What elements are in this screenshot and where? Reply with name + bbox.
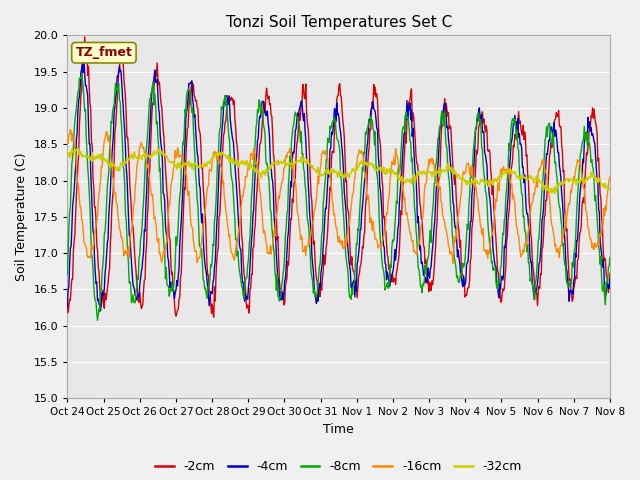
-8cm xyxy=(74,98,81,104)
Text: TZ_fmet: TZ_fmet xyxy=(76,46,132,59)
-8cm xyxy=(131,300,138,306)
-2cm xyxy=(185,106,193,112)
-32cm xyxy=(421,171,429,177)
-32cm xyxy=(214,153,221,158)
-2cm xyxy=(81,34,88,40)
-16cm xyxy=(130,201,138,207)
-4cm xyxy=(63,304,71,310)
-2cm xyxy=(406,97,414,103)
-4cm xyxy=(97,308,104,314)
-2cm xyxy=(606,271,614,276)
-4cm xyxy=(80,57,88,63)
-16cm xyxy=(74,180,82,186)
-2cm xyxy=(210,314,218,320)
-32cm xyxy=(74,145,82,151)
-16cm xyxy=(405,225,413,230)
Title: Tonzi Soil Temperatures Set C: Tonzi Soil Temperatures Set C xyxy=(225,15,452,30)
-32cm xyxy=(551,191,559,196)
Line: -32cm: -32cm xyxy=(67,148,610,193)
-32cm xyxy=(74,146,81,152)
-4cm xyxy=(74,131,81,136)
-8cm xyxy=(422,270,429,276)
-16cm xyxy=(421,182,429,188)
-2cm xyxy=(214,244,222,250)
-16cm xyxy=(63,141,71,146)
Line: -2cm: -2cm xyxy=(67,37,610,317)
-16cm xyxy=(185,189,193,194)
Line: -4cm: -4cm xyxy=(67,60,610,311)
-16cm xyxy=(606,174,614,180)
-4cm xyxy=(214,188,222,194)
-16cm xyxy=(67,127,74,132)
-8cm xyxy=(78,72,86,77)
-32cm xyxy=(606,186,614,192)
-4cm xyxy=(406,100,414,106)
-8cm xyxy=(214,156,222,162)
-16cm xyxy=(214,152,221,158)
X-axis label: Time: Time xyxy=(323,423,354,436)
-32cm xyxy=(130,151,138,156)
-2cm xyxy=(63,300,71,305)
-8cm xyxy=(406,138,414,144)
-16cm xyxy=(449,261,457,266)
-2cm xyxy=(130,233,138,239)
-32cm xyxy=(405,179,413,185)
-4cm xyxy=(186,81,193,86)
Line: -8cm: -8cm xyxy=(67,74,610,320)
-4cm xyxy=(422,275,429,281)
-32cm xyxy=(185,158,193,164)
-2cm xyxy=(74,180,81,186)
Legend: -2cm, -4cm, -8cm, -16cm, -32cm: -2cm, -4cm, -8cm, -16cm, -32cm xyxy=(150,456,527,479)
-4cm xyxy=(131,287,138,293)
Line: -16cm: -16cm xyxy=(67,130,610,264)
-8cm xyxy=(93,317,101,323)
-8cm xyxy=(63,271,71,277)
Y-axis label: Soil Temperature (C): Soil Temperature (C) xyxy=(15,153,28,281)
-32cm xyxy=(63,149,71,155)
-8cm xyxy=(186,89,193,95)
-4cm xyxy=(606,276,614,282)
-2cm xyxy=(422,256,429,262)
-8cm xyxy=(606,254,614,260)
